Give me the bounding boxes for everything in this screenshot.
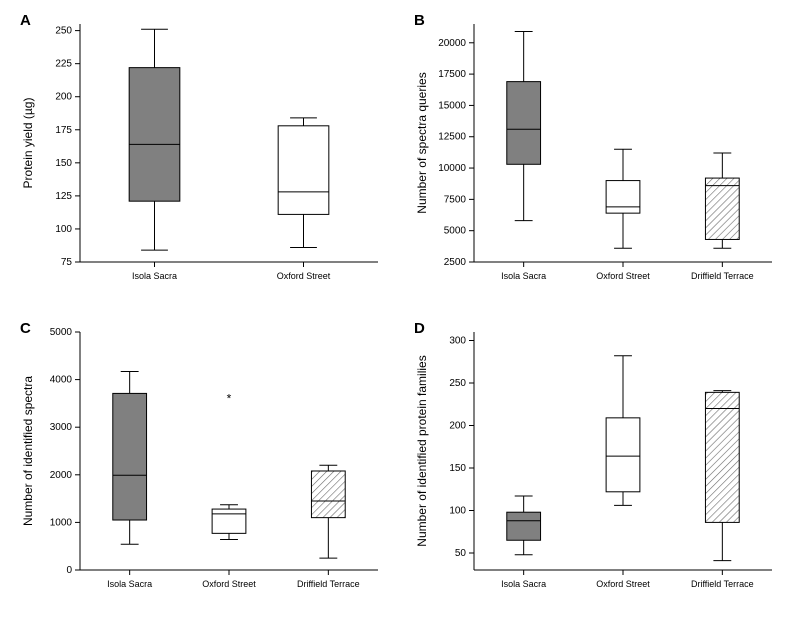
panel-label-C: C — [20, 320, 31, 337]
svg-text:12500: 12500 — [438, 132, 466, 143]
svg-text:3000: 3000 — [50, 422, 73, 433]
svg-text:250: 250 — [55, 26, 72, 37]
x-category-label: Driffield Terrace — [691, 579, 754, 589]
svg-text:100: 100 — [449, 506, 466, 517]
svg-text:7500: 7500 — [444, 194, 467, 205]
x-category-label: Driffield Terrace — [297, 579, 360, 589]
panel-label-A: A — [20, 12, 31, 29]
svg-text:175: 175 — [55, 125, 72, 136]
svg-text:200: 200 — [449, 421, 466, 432]
svg-text:50: 50 — [455, 548, 467, 559]
svg-text:15000: 15000 — [438, 100, 466, 111]
svg-text:2500: 2500 — [444, 257, 467, 268]
x-category-label: Isola Sacra — [132, 271, 177, 281]
y-axis-title: Protein yield (µg) — [21, 98, 35, 189]
svg-text:0: 0 — [66, 565, 72, 576]
svg-text:4000: 4000 — [50, 375, 73, 386]
svg-text:200: 200 — [55, 92, 72, 103]
panel-C: C 0 1000 2000 3000 4000 5000 Number of identifi… — [18, 320, 388, 610]
x-category-label: Oxford Street — [277, 271, 331, 281]
svg-text:17500: 17500 — [438, 69, 466, 80]
svg-text:2000: 2000 — [50, 470, 73, 481]
svg-text:125: 125 — [55, 191, 72, 202]
y-axis-title: Number of identified protein families — [415, 355, 429, 546]
panel-label-D: D — [414, 320, 425, 337]
x-category-label: Isola Sacra — [107, 579, 152, 589]
x-category-label: Oxford Street — [596, 579, 650, 589]
x-category-label: Oxford Street — [596, 271, 650, 281]
svg-text:250: 250 — [449, 378, 466, 389]
svg-text:150: 150 — [449, 463, 466, 474]
panel-B: B 2500 5000 7500 10000 12500 15000 17500 20000 Nu… — [412, 12, 782, 302]
x-category-label: Driffield Terrace — [691, 271, 754, 281]
svg-text:5000: 5000 — [50, 327, 73, 338]
svg-text:100: 100 — [55, 224, 72, 235]
y-axis-title: Number of spectra queries — [415, 72, 429, 213]
svg-text:10000: 10000 — [438, 163, 466, 174]
svg-text:1000: 1000 — [50, 517, 73, 528]
svg-text:5000: 5000 — [444, 226, 467, 237]
panel-label-B: B — [414, 12, 425, 29]
svg-text:20000: 20000 — [438, 38, 466, 49]
y-axis-title: Number of identified spectra — [21, 376, 35, 526]
panel-D: D 50 100 150 200 250 300 Number of identified p… — [412, 320, 782, 610]
svg-text:300: 300 — [449, 336, 466, 347]
panel-A: A 75 100 125 150 175 200 225 250 Protein yield (µ… — [18, 12, 388, 302]
svg-text:150: 150 — [55, 158, 72, 169]
x-category-label: Oxford Street — [202, 579, 256, 589]
svg-text:*: * — [227, 392, 232, 406]
x-category-label: Isola Sacra — [501, 271, 546, 281]
svg-text:225: 225 — [55, 59, 72, 70]
x-category-label: Isola Sacra — [501, 579, 546, 589]
svg-text:75: 75 — [61, 257, 73, 268]
